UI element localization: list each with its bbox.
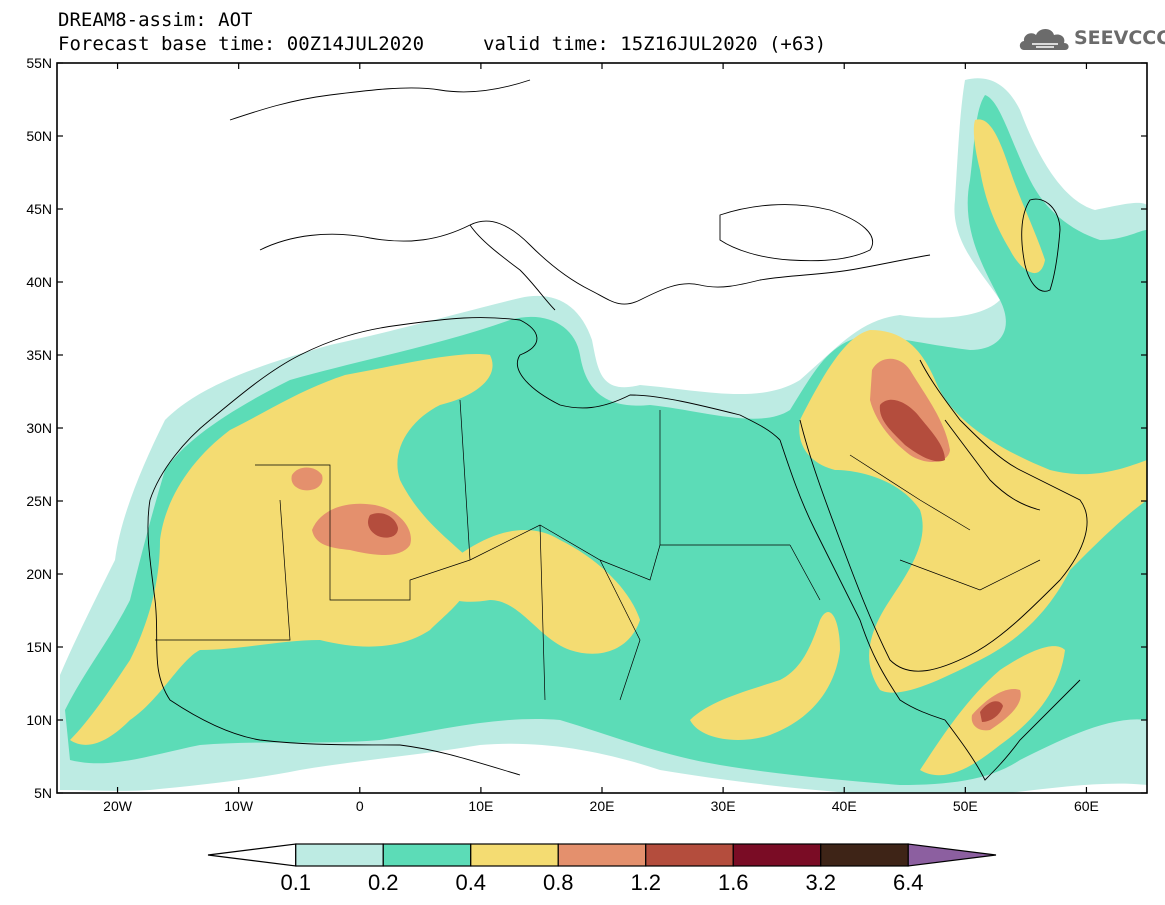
aot-band-1.2-sahara xyxy=(368,513,398,538)
colorbar-level-label: 0.8 xyxy=(543,870,574,895)
coastline-horn-africa xyxy=(944,679,1081,781)
seevccc-logo: SEEVCCC xyxy=(1018,24,1165,54)
aot-band-1.2 xyxy=(879,399,945,462)
lat-tick-label: 40N xyxy=(26,274,52,290)
lon-tick-label: 20W xyxy=(103,798,133,814)
aot-field xyxy=(60,78,1147,793)
colorbar-level-label: 3.2 xyxy=(805,870,836,895)
logo-text: SEEVCCC xyxy=(1074,27,1165,49)
coastline-arabia xyxy=(799,359,1088,672)
lat-tick-label: 25N xyxy=(26,493,52,509)
colorbar: 0.1 0.2 0.4 0.8 1.2 1.6 3.2 6.4 xyxy=(207,843,997,895)
lat-tick-label: 55N xyxy=(26,55,52,71)
aot-band-0.4-sudan xyxy=(690,611,840,740)
coastline-africa-west xyxy=(147,499,521,776)
latitude-axis: 5N 10N 15N 20N 25N 30N 35N 40N 45N 50N 55N xyxy=(26,55,1147,801)
lat-tick-label: 35N xyxy=(26,347,52,363)
coastline-europe-south xyxy=(259,220,931,305)
lon-tick-label: 0 xyxy=(356,798,364,814)
aot-band-0.4-caspian xyxy=(973,119,1045,274)
valid-time-text: valid time: 15Z16JUL2020 (+63) xyxy=(483,33,827,55)
cloud-icon xyxy=(1019,29,1069,50)
colorbar-level-label: 0.1 xyxy=(280,870,311,895)
colorbar-level-label: 0.4 xyxy=(455,870,486,895)
colorbar-swatch xyxy=(470,843,559,867)
aot-band-0.4 xyxy=(70,354,493,745)
coastline-europe-north xyxy=(229,79,531,121)
longitude-axis: 20W 10W 0 10E 20E 30E 40E 50E 60E xyxy=(103,63,1099,814)
lon-tick-label: 10E xyxy=(468,798,493,814)
colorbar-low-triangle xyxy=(207,843,297,867)
coastline-caspian xyxy=(1021,198,1061,292)
border-lines xyxy=(155,399,1041,701)
colorbar-swatch xyxy=(557,843,647,867)
lat-tick-label: 30N xyxy=(26,420,52,436)
colorbar-swatch xyxy=(382,843,472,867)
coastline-africa-north xyxy=(149,317,781,501)
colorbar-level-label: 0.2 xyxy=(368,870,399,895)
colorbar-level-label: 1.2 xyxy=(630,870,661,895)
lat-tick-label: 45N xyxy=(26,201,52,217)
colorbar-swatch xyxy=(645,843,734,867)
lat-tick-label: 10N xyxy=(26,712,52,728)
coastline-persian-gulf xyxy=(944,419,1041,511)
colorbar-swatch xyxy=(295,843,384,867)
aot-band-0.8-west xyxy=(291,467,323,491)
lat-tick-label: 5N xyxy=(34,785,52,801)
lon-tick-label: 50E xyxy=(953,798,978,814)
base-time-text: Forecast base time: 00Z14JUL2020 xyxy=(58,33,425,55)
colorbar-high-triangle xyxy=(907,843,997,867)
colorbar-swatch xyxy=(820,843,909,867)
colorbar-level-label: 6.4 xyxy=(893,870,924,895)
lon-tick-label: 10W xyxy=(224,798,254,814)
coastline-black-sea xyxy=(719,204,873,262)
coastline-italy xyxy=(469,224,556,311)
lon-tick-label: 20E xyxy=(590,798,615,814)
colorbar-level-label: 1.6 xyxy=(718,870,749,895)
colorbar-swatch xyxy=(732,843,822,867)
map-title: DREAM8-assim: AOT xyxy=(58,9,253,31)
lat-tick-label: 20N xyxy=(26,566,52,582)
forecast-base-time: Forecast base time: 00Z14JUL2020 valid ti… xyxy=(58,33,826,55)
lon-tick-label: 60E xyxy=(1074,798,1099,814)
lon-tick-label: 30E xyxy=(711,798,736,814)
aot-band-0.4-central xyxy=(430,529,640,654)
aot-band-1.2-somalia xyxy=(980,701,1003,722)
lat-tick-label: 50N xyxy=(26,128,52,144)
coastlines xyxy=(147,79,1088,781)
coastline-red-sea xyxy=(779,439,946,721)
lat-tick-label: 15N xyxy=(26,639,52,655)
lon-tick-label: 40E xyxy=(832,798,857,814)
